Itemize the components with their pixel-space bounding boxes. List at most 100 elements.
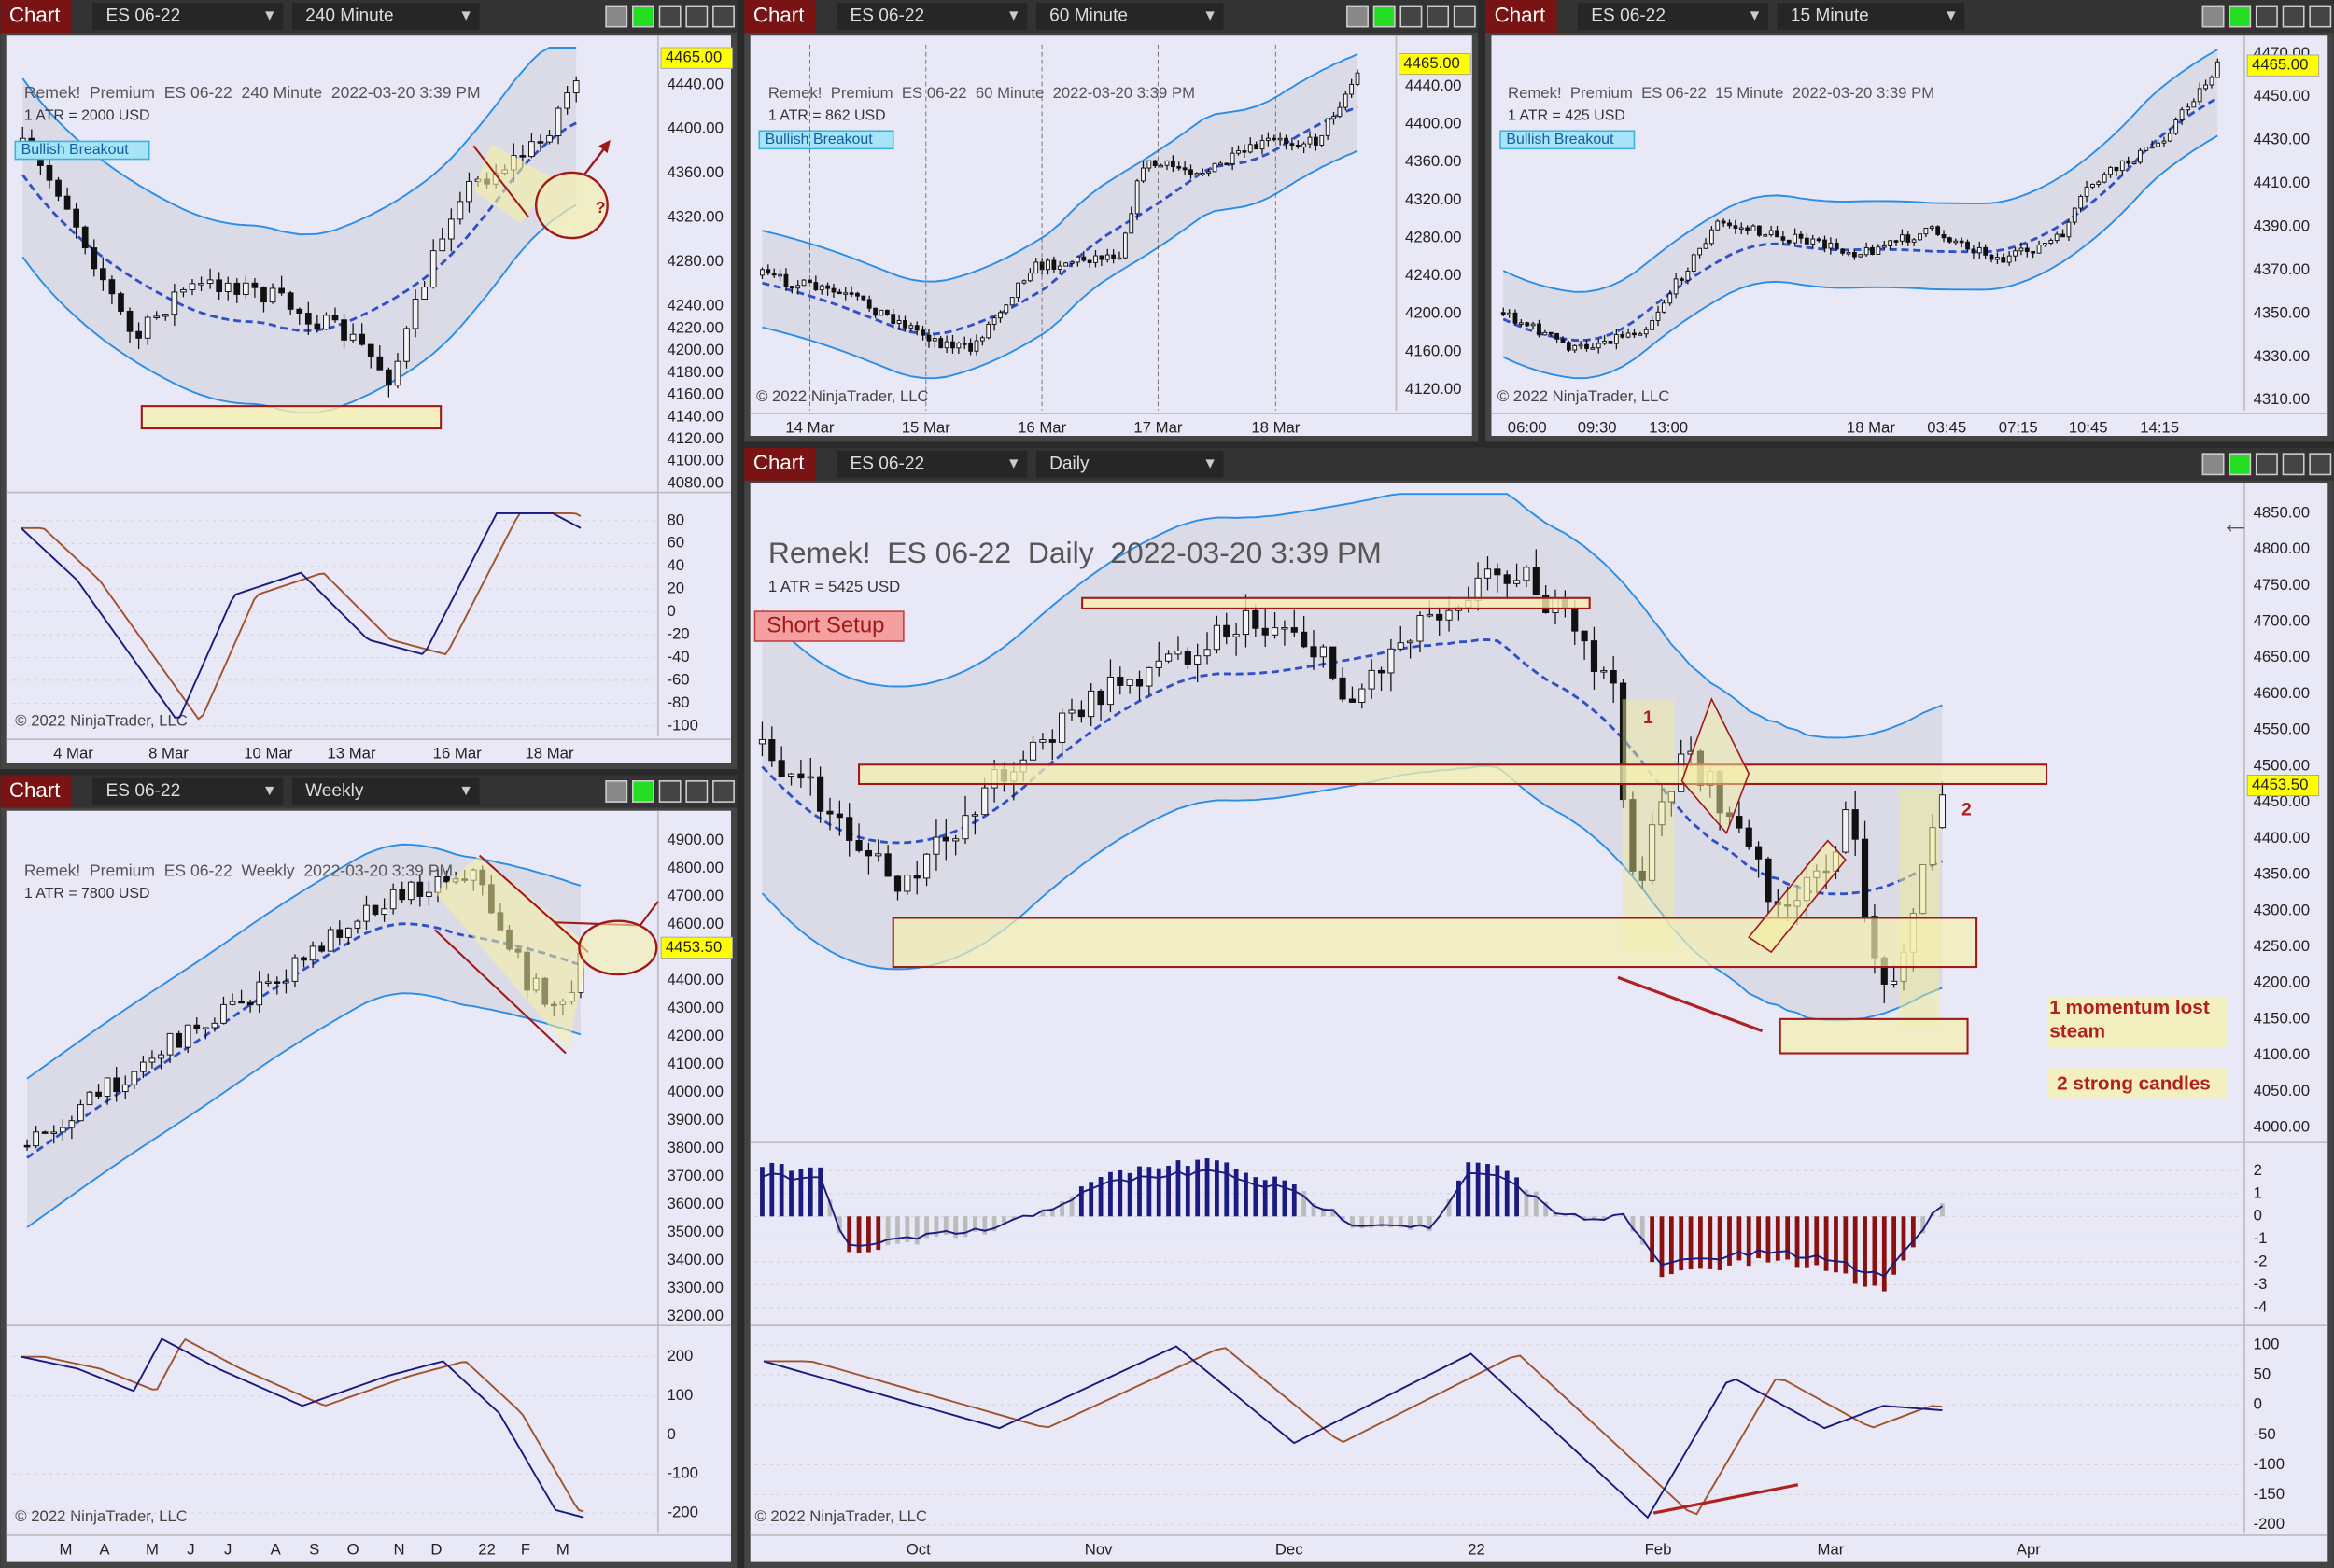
candle-body [2102, 174, 2107, 183]
candle-body [1265, 137, 1271, 141]
timeframe-select[interactable] [291, 777, 480, 805]
candle-body [1667, 791, 1675, 803]
window-button[interactable] [1399, 5, 1423, 28]
window-button[interactable] [2282, 453, 2305, 476]
candle-body [1232, 634, 1240, 637]
candle-body [363, 904, 370, 922]
candle-body [2001, 257, 2006, 263]
candle-body [148, 1057, 156, 1063]
back-arrow[interactable]: ← [2221, 506, 2251, 539]
candle-body [1206, 171, 1212, 174]
timeframe-select[interactable] [291, 3, 480, 30]
histogram-bar [1553, 1212, 1558, 1217]
candle-body [1281, 627, 1288, 630]
candle-body [1947, 237, 1952, 243]
window-button[interactable] [2309, 453, 2332, 476]
instrument-select[interactable] [92, 3, 284, 30]
window-button[interactable] [1346, 5, 1369, 28]
histogram-bar [1910, 1216, 1916, 1248]
candle-body [2013, 250, 2018, 257]
candle-body [189, 283, 196, 290]
candle-body [1858, 254, 1863, 258]
window-button[interactable] [685, 780, 709, 803]
window-button[interactable] [1427, 5, 1450, 28]
question-mark: ? [596, 198, 606, 217]
time-label: Dec [1275, 1540, 1303, 1558]
window-button[interactable] [1372, 5, 1396, 28]
instrument-select[interactable] [1577, 3, 1768, 30]
candle-body [1572, 344, 1578, 351]
candle-body [1319, 646, 1327, 658]
window-button[interactable] [2309, 5, 2332, 28]
candle-body [381, 908, 387, 916]
histogram-bar [1446, 1198, 1452, 1217]
divergence-line [1652, 1483, 1799, 1515]
instrument-select[interactable] [92, 777, 284, 805]
window-button[interactable] [605, 780, 628, 803]
window-button[interactable] [2201, 5, 2225, 28]
time-label: J [224, 1540, 232, 1558]
histogram-bar [1078, 1186, 1084, 1217]
window-button[interactable] [2282, 5, 2305, 28]
time-label: F [521, 1540, 530, 1558]
atr-label: 1 ATR = 862 USD [768, 108, 886, 124]
candle-body [1307, 136, 1313, 145]
setup-badge-label: Bullish Breakout [21, 142, 130, 158]
window-button[interactable] [2255, 5, 2278, 28]
copyright: © 2022 NinjaTrader, LLC [1497, 387, 1670, 405]
indicator-label: -40 [667, 648, 689, 665]
candle-body [1236, 150, 1241, 154]
window-button[interactable] [658, 780, 682, 803]
current-price-tag [2246, 775, 2320, 797]
instrument-select[interactable] [837, 450, 1028, 478]
window-button[interactable] [2255, 453, 2278, 476]
candle-body [2173, 119, 2179, 134]
chart-tab-label: Chart [1495, 3, 1546, 26]
window-button[interactable] [2229, 453, 2252, 476]
window-button[interactable] [631, 780, 654, 803]
time-label: 06:00 [1508, 418, 1547, 436]
candle-body [1155, 660, 1162, 668]
window-button[interactable] [605, 5, 628, 28]
candle-body [1537, 323, 1541, 336]
window-button[interactable] [712, 780, 735, 803]
window-button[interactable] [2229, 5, 2252, 28]
time-label: Feb [1645, 1540, 1672, 1558]
time-label: O [347, 1540, 359, 1558]
window-button[interactable] [1453, 5, 1476, 28]
candle-body [1051, 259, 1057, 270]
window-button[interactable] [2201, 453, 2225, 476]
candle-body [789, 286, 794, 289]
candle-body [1033, 261, 1039, 274]
candle-body [865, 849, 873, 857]
window-button[interactable] [658, 5, 682, 28]
window-button[interactable] [712, 5, 735, 28]
candle-body [1870, 246, 1875, 255]
indicator-label: -100 [667, 716, 697, 734]
timeframe-select[interactable] [1035, 3, 1224, 30]
candle-body [1348, 698, 1357, 703]
candle-body [1911, 239, 1917, 243]
candle-body [68, 1120, 76, 1128]
histogram-bar [1069, 1196, 1075, 1217]
candle-body [908, 325, 914, 329]
timeframe-select[interactable] [1035, 450, 1224, 478]
histogram-bar [1524, 1189, 1529, 1217]
window-button[interactable] [685, 5, 709, 28]
price-label: 4200.00 [667, 1027, 723, 1044]
candle-body [1983, 246, 1989, 256]
candle-body [1554, 332, 1560, 340]
indicator-label: -50 [2254, 1425, 2276, 1443]
instrument-select[interactable] [837, 3, 1028, 30]
price-label: 4240.00 [1405, 266, 1461, 284]
histogram-bar [1089, 1182, 1094, 1217]
time-label: A [271, 1540, 282, 1558]
candle-body [1780, 236, 1786, 241]
price-label: 4320.00 [667, 208, 723, 226]
timeframe-select[interactable] [1777, 3, 1965, 30]
candle-body [327, 929, 334, 952]
histogram-bar [1639, 1216, 1645, 1245]
window-button[interactable] [631, 5, 654, 28]
histogram-bar [914, 1216, 920, 1245]
